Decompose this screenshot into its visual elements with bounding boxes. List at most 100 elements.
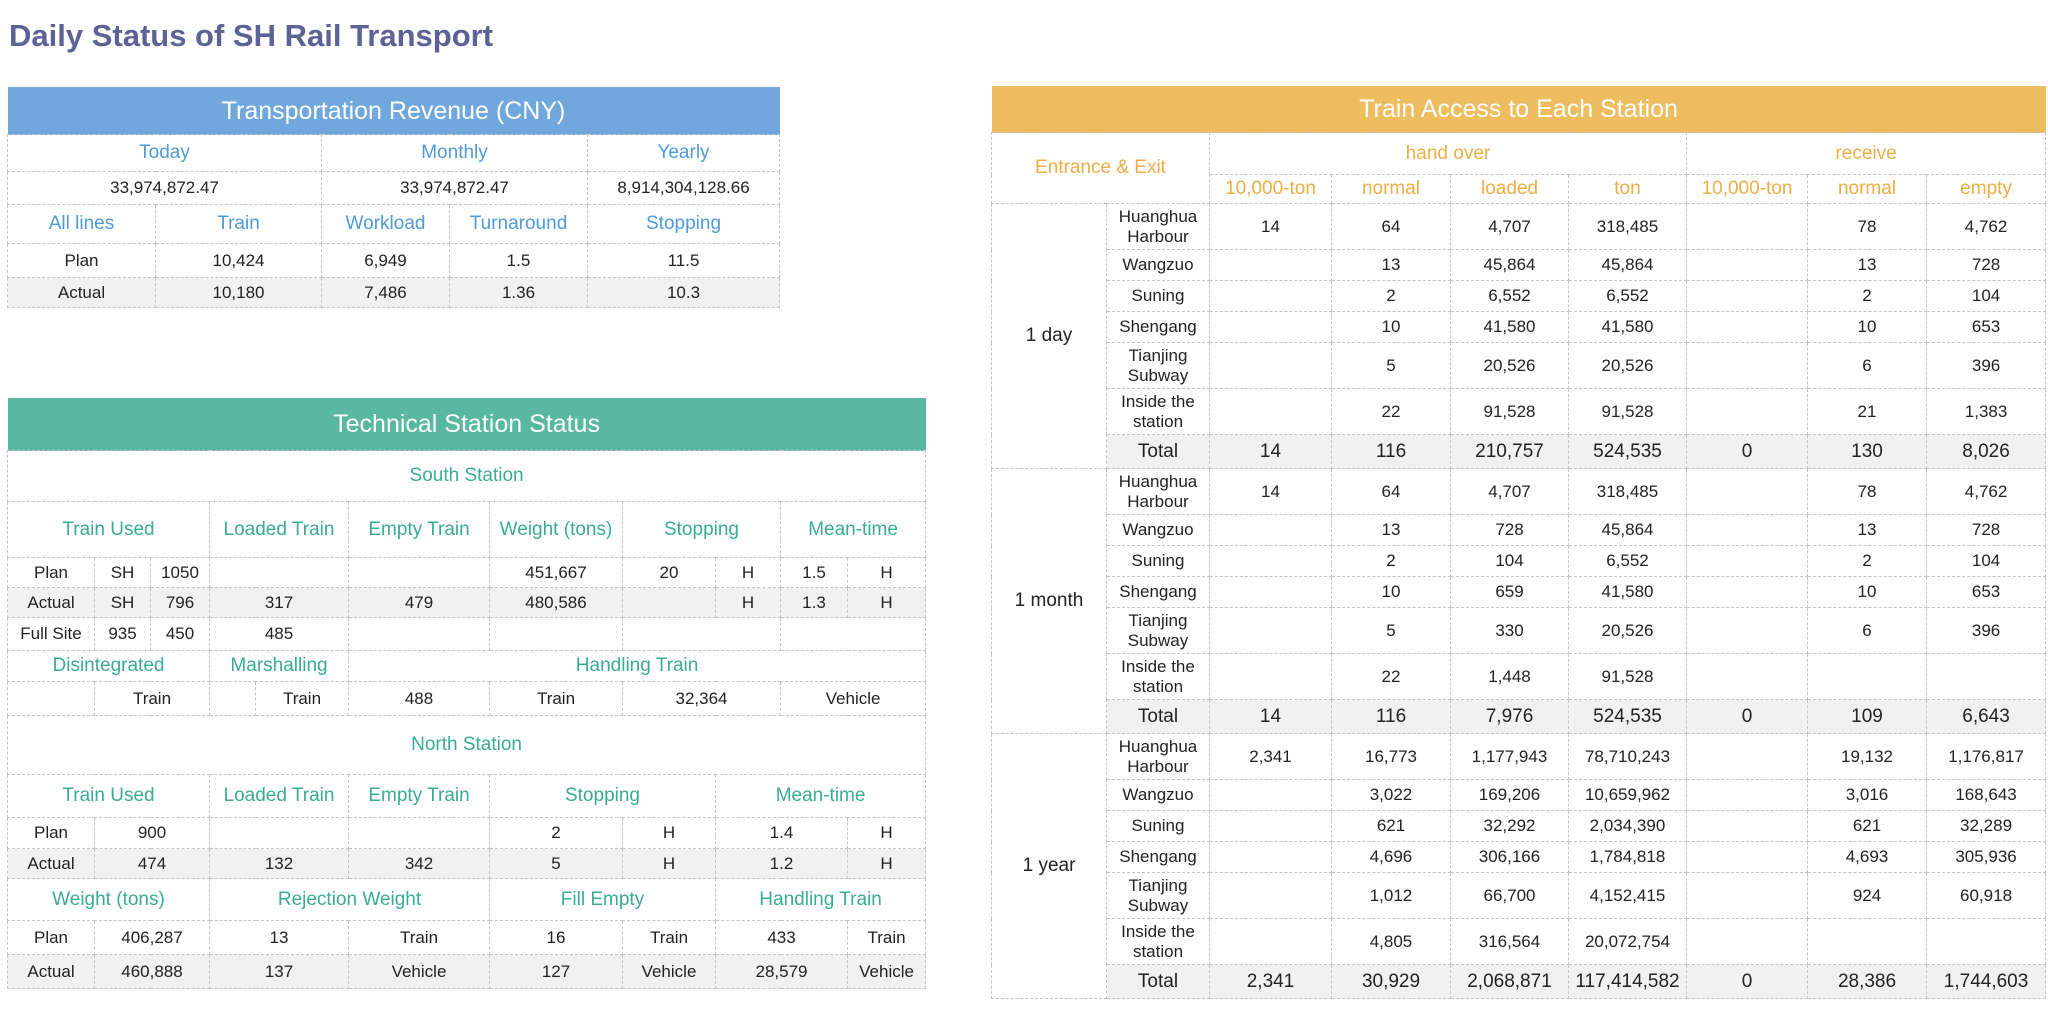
cell: 91,528 (1450, 388, 1569, 435)
cell: 132 (209, 848, 349, 879)
period-label: 1 month (991, 468, 1107, 734)
cell: 66,700 (1450, 872, 1569, 919)
cell: 7,486 (321, 277, 450, 308)
cell: 104 (1925, 280, 2047, 312)
total-cell: 8,026 (1925, 434, 2047, 469)
cell: Marshalling (209, 650, 349, 682)
technical-table: Technical Station Status South Station T… (6, 398, 927, 989)
table-row: Actual 10,180 7,486 1.36 10.3 (7, 277, 781, 308)
cell: 1.3 (780, 587, 848, 618)
cell: Loaded Train (209, 774, 349, 818)
cell: H (846, 557, 927, 588)
revenue-table: Transportation Revenue (CNY) Today Monthl… (7, 87, 781, 308)
cell: 33,974,872.47 (7, 171, 322, 205)
cell: 305,936 (1925, 841, 2047, 873)
cell: 33,974,872.47 (321, 171, 588, 205)
cell: 4,762 (1925, 468, 2047, 515)
cell: 3,022 (1331, 779, 1451, 811)
cell: 6 (1807, 607, 1927, 654)
table-row: All lines Train Workload Turnaround Stopping (7, 204, 781, 244)
period-label: 1 day (991, 203, 1107, 469)
cell: 91,528 (1568, 388, 1687, 435)
cell: Stopping (586, 204, 781, 244)
cell (489, 617, 623, 651)
cell: 6 (1807, 342, 1927, 389)
cell: North Station (6, 715, 927, 775)
cell: 19,132 (1807, 733, 1927, 780)
column-header: normal (1807, 174, 1927, 204)
cell: 10,424 (155, 243, 322, 278)
access-table: Train Access to Each Station Entrance & … (991, 86, 2047, 999)
cell: H (846, 587, 927, 618)
total-cell: 2,068,871 (1450, 964, 1569, 999)
cell: Weight (tons) (7, 878, 210, 921)
station-name: Inside the station (1106, 388, 1210, 435)
cell: 13 (1331, 514, 1451, 546)
column-header: loaded (1450, 174, 1569, 204)
table-row: 33,974,872.47 33,974,872.47 8,914,304,128.… (7, 171, 781, 205)
cell: 1.5 (780, 557, 848, 588)
cell: 4,805 (1331, 918, 1451, 965)
table-row: Wangzuo 3,022 169,206 10,659,962 3,016 168,64… (992, 779, 2047, 811)
cell: South Station (6, 450, 927, 502)
station-name: Inside the station (1106, 918, 1210, 965)
cell: 16 (489, 920, 623, 955)
cell: 41,580 (1568, 311, 1687, 343)
cell: 20,072,754 (1568, 918, 1687, 965)
cell: 10 (1807, 576, 1927, 608)
cell: receive (1685, 132, 2047, 175)
cell: H (846, 817, 927, 849)
cell: 1,176,817 (1925, 733, 2047, 780)
cell: 45,864 (1568, 514, 1687, 546)
table-row: Tianjing Subway 5 330 20,526 6 396 (992, 607, 2047, 654)
cell: 127 (489, 954, 623, 989)
total-cell: 1,744,603 (1925, 964, 2047, 999)
table-row: Actual 460,888 137 Vehicle 127 Vehicle 28,579 V… (7, 954, 927, 989)
column-header: empty (1925, 174, 2047, 204)
station-name: Wangzuo (1106, 514, 1210, 546)
cell: 104 (1450, 545, 1569, 577)
cell: 1,784,818 (1568, 841, 1687, 873)
cell: 796 (150, 587, 210, 618)
table-row: Actual 474 132 342 5 H 1.2 H (7, 848, 927, 879)
table-row: Inside the station 4,805 316,564 20,072,754 (992, 918, 2047, 965)
cell: 5 (1331, 342, 1451, 389)
cell: Stopping (622, 501, 781, 558)
cell: 396 (1925, 607, 2047, 654)
total-cell: 117,414,582 (1568, 964, 1687, 999)
table-row: 10,000-ton normal loaded ton 10,000-ton norma… (992, 174, 2047, 204)
cell: Full Site (7, 617, 95, 651)
table-row: Technical Station Status (7, 398, 926, 451)
table-row: Train Train 488 Train 32,364 Vehicle (7, 681, 927, 716)
cell (1209, 249, 1332, 281)
cell: 653 (1925, 576, 2047, 608)
cell: 5 (489, 848, 623, 879)
cell (1686, 545, 1808, 577)
cell: 728 (1925, 249, 2047, 281)
column-header: normal (1331, 174, 1451, 204)
total-cell: 210,757 (1450, 434, 1569, 469)
cell: 5 (1331, 607, 1451, 654)
cell (1686, 607, 1808, 654)
cell: 22 (1331, 653, 1451, 700)
table-row: 1 month Huanghua Harbour 14 64 4,707 318,485 7… (991, 468, 2047, 734)
cell: 474 (94, 848, 210, 879)
total-cell: 0 (1686, 964, 1808, 999)
cell: 317 (209, 587, 349, 618)
table-row: South Station (6, 450, 927, 502)
table-row: Tianjing Subway 5 20,526 20,526 6 396 (992, 342, 2047, 389)
cell: 13 (209, 920, 349, 955)
station-name: Huanghua Harbour (1106, 203, 1210, 250)
station-name: Shengang (1106, 576, 1210, 608)
station-name: Tianjing Subway (1106, 607, 1210, 654)
cell: Train (155, 204, 322, 244)
table-row: Train Access to Each Station (991, 86, 2046, 133)
cell: Empty Train (348, 774, 490, 818)
cell: Disintegrated (7, 650, 210, 682)
total-cell: 109 (1807, 699, 1927, 734)
station-name: Huanghua Harbour (1106, 468, 1210, 515)
period-label: 1 year (991, 733, 1107, 999)
column-header: 10,000-ton (1686, 174, 1808, 204)
cell: 168,643 (1925, 779, 2047, 811)
